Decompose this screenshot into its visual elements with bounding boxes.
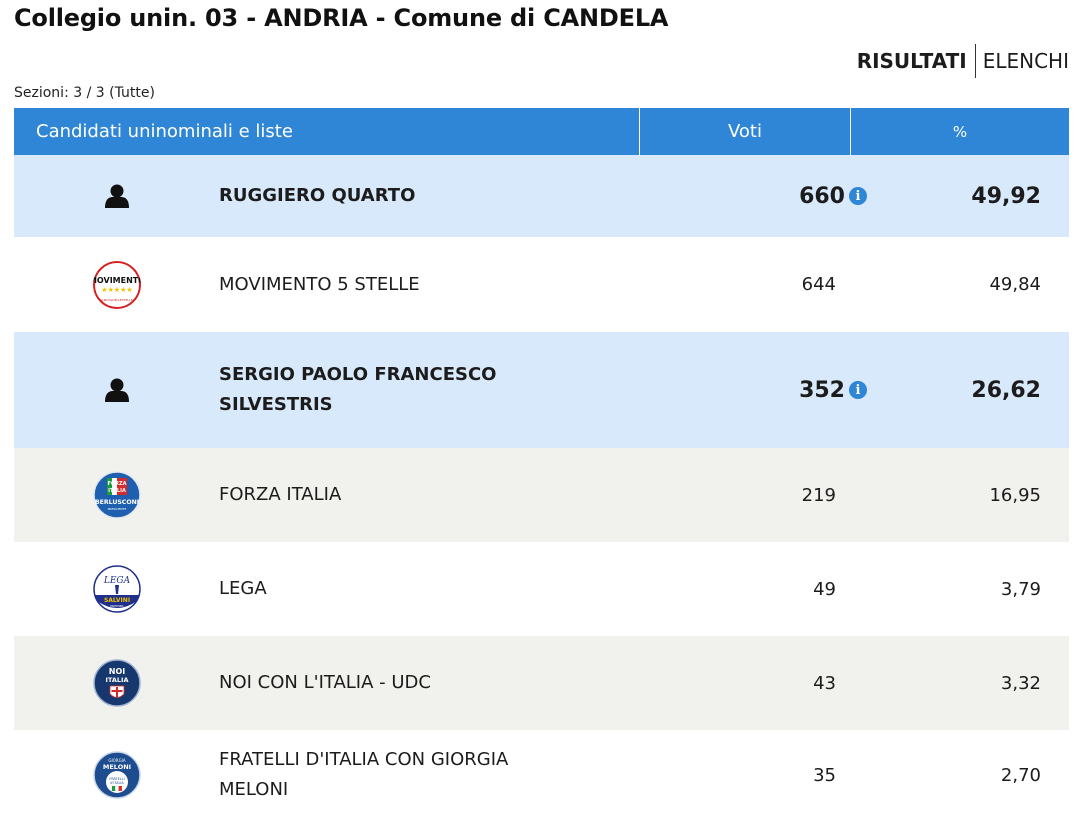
list-name-line: FORZA ITALIA (219, 484, 342, 505)
header-votes: Voti (639, 108, 851, 155)
votes-cell: 644 (649, 274, 854, 295)
votes-value: 49 (813, 578, 836, 600)
movimento-5-stelle-logo: MOVIMENTO ★★★★★ ILBLOGDELLESTELLE (92, 260, 141, 309)
list-name: LEGA (219, 574, 649, 604)
table-header: Candidati uninominali e liste Voti % (14, 108, 1069, 155)
logo-text: NOI (108, 667, 124, 676)
candidate-row[interactable]: RUGGIERO QUARTO 660 i 49,92 (14, 155, 1069, 237)
tab-divider (974, 44, 976, 78)
logo-text: PREMIER (110, 604, 123, 608)
votes-value: 644 (801, 274, 836, 295)
list-logo-cell: FORZA ITALIA BERLUSCONI PRESIDENTE (14, 471, 219, 519)
pct-value: 16,95 (989, 484, 1041, 506)
logo-text: SALVINI (103, 597, 129, 604)
info-icon[interactable]: i (849, 381, 867, 399)
candidate-name: RUGGIERO QUARTO (219, 181, 649, 211)
list-row[interactable]: FORZA ITALIA BERLUSCONI PRESIDENTE FORZA… (14, 448, 1069, 542)
header-pct: % (952, 122, 968, 141)
list-row[interactable]: NOI ITALIA NOI CON L'ITALIA - UDC 43 3,3… (14, 636, 1069, 730)
list-row[interactable]: GIORGIA MELONI FRATELLI d'ITALIA FRATELL… (14, 730, 1069, 820)
info-icon[interactable]: i (849, 187, 867, 205)
logo-text: MELONI (102, 763, 130, 771)
votes-cell: 219 (649, 485, 854, 506)
candidate-name-line: SERGIO PAOLO FRANCESCO (219, 364, 497, 385)
list-row[interactable]: LEGA SALVINI PREMIER LEGA 49 3,79 (14, 542, 1069, 636)
logo-text: ITALIA (105, 676, 128, 684)
person-icon (104, 378, 129, 402)
candidate-name-line: SILVESTRIS (219, 394, 333, 415)
noi-con-italia-logo: NOI ITALIA (92, 659, 141, 707)
candidate-icon-cell (14, 184, 219, 208)
list-logo-cell: MOVIMENTO ★★★★★ ILBLOGDELLESTELLE (14, 260, 219, 309)
view-switch: RISULTATI ELENCHI (857, 44, 1069, 78)
votes-value: 43 (813, 672, 836, 694)
logo-stars: ★★★★★ (101, 286, 132, 294)
list-logo-cell: GIORGIA MELONI FRATELLI d'ITALIA (14, 751, 219, 799)
list-name: MOVIMENTO 5 STELLE (219, 270, 649, 300)
pct-value: 2,70 (1000, 764, 1041, 786)
logo-text: LEGA (102, 576, 130, 586)
votes-cell: 660 i (649, 184, 867, 209)
votes-cell: 49 (649, 579, 854, 600)
votes-value: 352 (799, 377, 845, 403)
votes-cell: 352 i (649, 378, 867, 403)
lega-logo: LEGA SALVINI PREMIER (92, 565, 141, 613)
tab-lists[interactable]: ELENCHI (982, 49, 1069, 73)
pct-value: 3,79 (1000, 578, 1041, 600)
fratelli-italia-logo: GIORGIA MELONI FRATELLI d'ITALIA (92, 751, 141, 799)
votes-value: 660 (799, 183, 845, 209)
header-name: Candidati uninominali e liste (36, 121, 293, 142)
pct-value: 3,32 (1000, 672, 1041, 694)
page-title: Collegio unin. 03 - ANDRIA - Comune di C… (14, 4, 669, 32)
pct-value: 49,92 (971, 183, 1041, 209)
list-logo-cell: NOI ITALIA (14, 659, 219, 707)
logo-text: MOVIMENTO (93, 276, 141, 285)
person-icon (104, 184, 129, 208)
list-name-line: FRATELLI D'ITALIA CON GIORGIA (219, 749, 509, 770)
forza-italia-logo: FORZA ITALIA BERLUSCONI PRESIDENTE (92, 471, 141, 519)
list-name: FRATELLI D'ITALIA CON GIORGIA MELONI (219, 745, 649, 805)
candidate-name: SERGIO PAOLO FRANCESCO SILVESTRIS (219, 360, 649, 420)
logo-text: FRATELLI (109, 777, 124, 781)
tab-results[interactable]: RISULTATI (856, 49, 967, 73)
list-row[interactable]: MOVIMENTO ★★★★★ ILBLOGDELLESTELLE MOVIME… (14, 237, 1069, 332)
candidate-row[interactable]: SERGIO PAOLO FRANCESCO SILVESTRIS 352 i … (14, 332, 1069, 448)
logo-text: BERLUSCONI (94, 499, 138, 506)
list-name-line: LEGA (219, 578, 267, 599)
list-name-line: MELONI (219, 779, 289, 800)
logo-text: ILBLOGDELLESTELLE (101, 298, 132, 302)
votes-value: 35 (813, 764, 836, 786)
logo-text: d'ITALIA (110, 781, 124, 785)
pct-value: 26,62 (971, 377, 1041, 403)
sections-info: Sezioni: 3 / 3 (Tutte) (14, 85, 155, 101)
results-table: Candidati uninominali e liste Voti % RUG… (14, 108, 1069, 820)
logo-text: FORZA (107, 481, 126, 487)
candidate-icon-cell (14, 378, 219, 402)
logo-text: ITALIA (108, 488, 126, 494)
list-name: FORZA ITALIA (219, 480, 649, 510)
votes-cell: 43 (649, 673, 854, 694)
list-name-line: MOVIMENTO 5 STELLE (219, 273, 420, 295)
votes-cell: 35 (649, 765, 854, 786)
candidate-name-line: RUGGIERO QUARTO (219, 185, 416, 206)
pct-value: 49,84 (989, 274, 1041, 295)
list-name: NOI CON L'ITALIA - UDC (219, 668, 649, 698)
logo-text: PRESIDENTE (107, 507, 126, 511)
list-name-line: NOI CON L'ITALIA - UDC (219, 672, 431, 693)
list-logo-cell: LEGA SALVINI PREMIER (14, 565, 219, 613)
votes-value: 219 (801, 484, 836, 506)
logo-text: GIORGIA (108, 758, 125, 763)
